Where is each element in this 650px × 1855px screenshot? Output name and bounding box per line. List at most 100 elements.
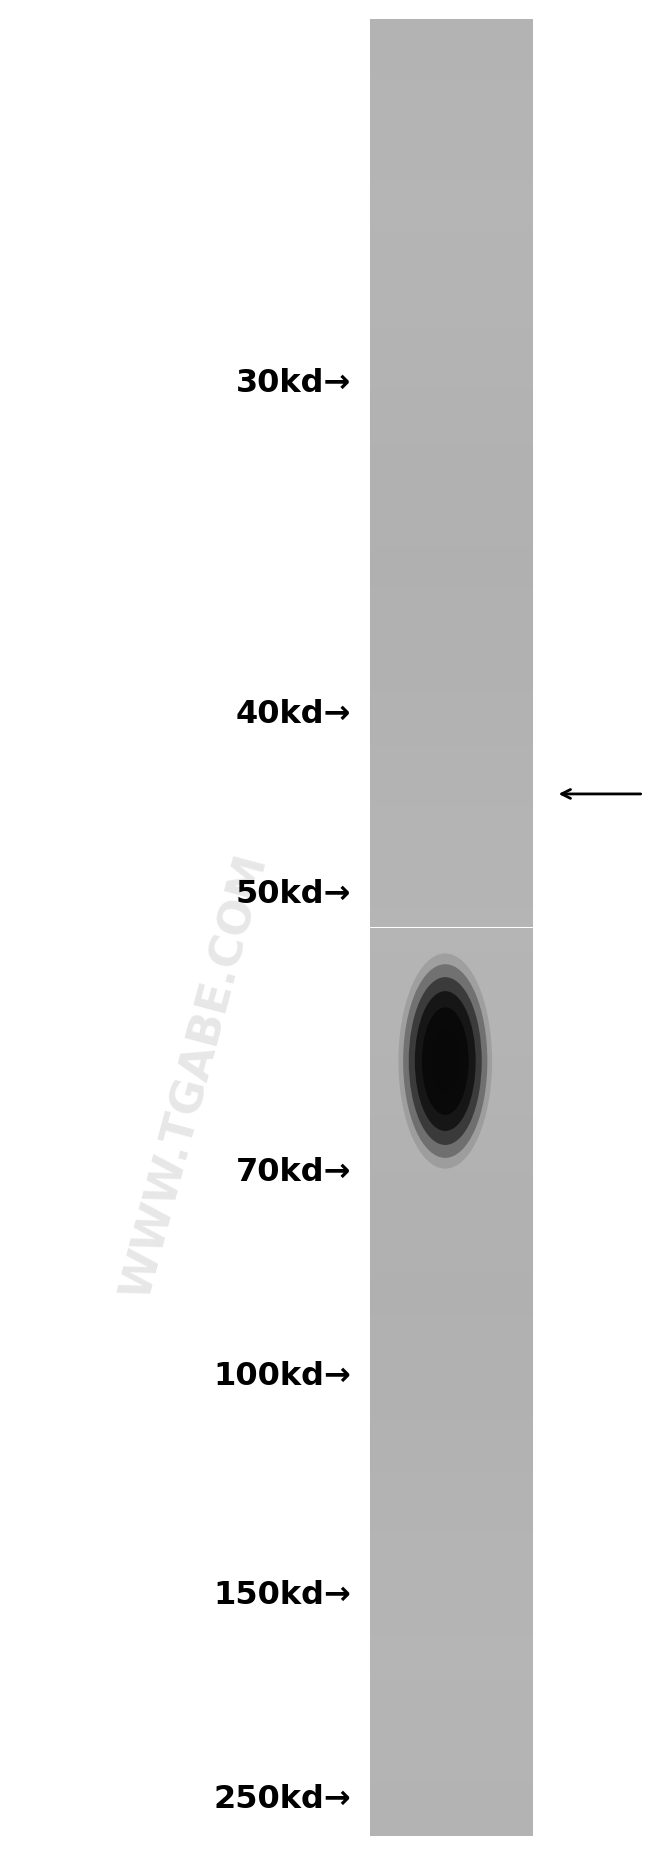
Bar <box>370 1649 533 1655</box>
Bar <box>370 1139 533 1146</box>
Bar <box>370 607 533 612</box>
Bar <box>370 521 533 527</box>
Bar <box>370 1115 533 1122</box>
Ellipse shape <box>422 1007 469 1115</box>
Bar <box>370 970 533 976</box>
Bar <box>370 1454 533 1460</box>
Bar <box>370 874 533 879</box>
Bar <box>370 709 533 716</box>
Bar <box>370 1759 533 1764</box>
Bar <box>370 1831 533 1836</box>
Bar <box>370 96 533 104</box>
Bar <box>370 660 533 668</box>
Ellipse shape <box>398 953 492 1169</box>
Bar <box>370 740 533 746</box>
Bar <box>370 1601 533 1606</box>
Bar <box>370 1363 533 1369</box>
Bar <box>370 1812 533 1818</box>
Bar <box>370 1273 533 1278</box>
Bar <box>370 1061 533 1067</box>
Bar <box>370 855 533 861</box>
Bar <box>370 759 533 764</box>
Bar <box>370 56 533 61</box>
Bar <box>370 1200 533 1206</box>
Bar <box>370 48 533 56</box>
Text: WWW.TGABE.COM: WWW.TGABE.COM <box>115 850 275 1302</box>
Bar <box>370 684 533 692</box>
Bar <box>370 545 533 551</box>
Bar <box>370 594 533 601</box>
Bar <box>370 850 533 855</box>
Bar <box>370 334 533 339</box>
Bar <box>370 703 533 709</box>
Bar <box>370 794 533 800</box>
Bar <box>370 1716 533 1721</box>
Bar <box>370 540 533 545</box>
Bar <box>370 1213 533 1219</box>
Bar <box>370 957 533 965</box>
Bar <box>370 163 533 171</box>
Bar <box>370 1588 533 1593</box>
Bar <box>370 352 533 358</box>
Bar <box>370 377 533 382</box>
Bar <box>370 649 533 655</box>
Bar <box>370 824 533 831</box>
Bar <box>370 1376 533 1382</box>
Bar <box>370 692 533 697</box>
Bar <box>370 1746 533 1751</box>
Bar <box>370 527 533 534</box>
Bar <box>370 1206 533 1213</box>
Bar <box>370 569 533 577</box>
Bar <box>370 85 533 91</box>
Bar <box>370 679 533 684</box>
Bar <box>370 339 533 345</box>
Bar <box>370 1310 533 1315</box>
Bar <box>370 19 533 24</box>
Bar <box>370 1569 533 1577</box>
Bar <box>370 1799 533 1807</box>
Bar <box>370 134 533 139</box>
Bar <box>370 1297 533 1304</box>
Bar <box>370 1037 533 1043</box>
Bar <box>370 1751 533 1759</box>
Bar <box>370 1419 533 1425</box>
Bar <box>370 1085 533 1091</box>
Bar <box>370 1395 533 1401</box>
Bar <box>370 612 533 618</box>
Bar <box>370 783 533 788</box>
Bar <box>370 928 533 933</box>
Bar <box>370 454 533 460</box>
Bar <box>370 369 533 377</box>
Bar <box>370 1692 533 1697</box>
Bar <box>370 1788 533 1794</box>
Bar <box>370 994 533 1000</box>
Bar <box>370 200 533 206</box>
Bar <box>370 837 533 842</box>
Bar <box>370 976 533 981</box>
Bar <box>370 807 533 812</box>
Bar <box>370 946 533 952</box>
Bar <box>370 601 533 607</box>
Bar <box>370 219 533 224</box>
Bar <box>370 419 533 425</box>
Bar <box>370 655 533 660</box>
Bar <box>370 940 533 946</box>
Bar <box>370 430 533 436</box>
Ellipse shape <box>431 1030 460 1093</box>
Bar <box>370 642 533 649</box>
Bar <box>370 1551 533 1558</box>
Bar <box>370 1618 533 1625</box>
Bar <box>370 727 533 733</box>
Bar <box>370 224 533 230</box>
Bar <box>370 1352 533 1358</box>
Bar <box>370 1467 533 1473</box>
Bar <box>370 147 533 152</box>
Bar <box>370 1401 533 1406</box>
Bar <box>370 1024 533 1031</box>
Bar <box>370 139 533 147</box>
Text: 30kd→: 30kd→ <box>235 369 351 399</box>
Bar <box>370 1072 533 1080</box>
Bar <box>370 291 533 297</box>
Bar <box>370 800 533 807</box>
Bar <box>370 1534 533 1540</box>
